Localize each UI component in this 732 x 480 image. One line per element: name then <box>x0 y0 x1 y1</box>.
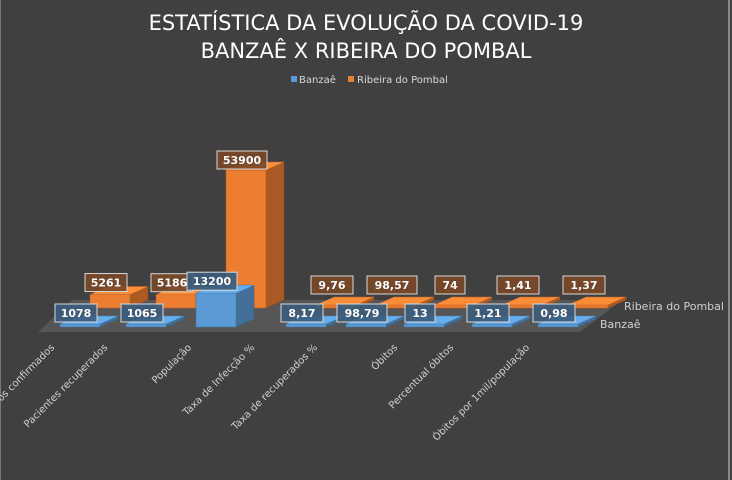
data-label-ribeira-casos-confirmados-text: 5261 <box>91 277 122 290</box>
data-label-banzae-pacientes-recuperados-box <box>120 303 164 323</box>
data-label-banzae-populacao-text: 13200 <box>193 275 232 288</box>
data-label-ribeira-obitos-por-1mil-populacao-text: 1,37 <box>570 279 597 292</box>
data-label-ribeira-taxa-de-infeccao-text: 9,76 <box>318 279 345 292</box>
data-label-banzae-casos-confirmados-box <box>54 303 98 323</box>
data-label-banzae-taxa-de-recuperados-text: 98,79 <box>345 307 380 320</box>
data-label-banzae-percentual-obitos-box <box>466 303 510 323</box>
data-label-ribeira-obitos: 74 <box>434 275 466 295</box>
data-label-ribeira-taxa-de-infeccao: 9,76 <box>310 275 354 295</box>
chart-subtitle: BANZAÊ X RIBEIRA DO POMBAL <box>201 38 532 63</box>
data-label-ribeira-percentual-obitos-box <box>496 275 540 295</box>
data-label-ribeira-percentual-obitos-text: 1,41 <box>504 279 531 292</box>
bar-banzae-percentual-obitos-front <box>471 323 513 328</box>
bar-ribeira-populacao-side <box>265 161 285 309</box>
data-label-ribeira-taxa-de-recuperados-text: 98,57 <box>375 279 410 292</box>
data-label-banzae-obitos-por-1mil-populacao: 0,98 <box>532 303 576 323</box>
data-label-ribeira-populacao-text: 53900 <box>223 154 262 167</box>
data-label-ribeira-casos-confirmados-box <box>84 273 128 293</box>
data-label-banzae-casos-confirmados: 1078 <box>54 303 98 323</box>
bar-banzae-taxa-de-infeccao-front <box>285 323 327 328</box>
bar-banzae-obitos-por-1mil-populacao-front <box>537 323 579 328</box>
bar-banzae-populacao-front <box>195 292 237 328</box>
data-label-ribeira-obitos-box <box>434 275 466 295</box>
data-label-ribeira-pacientes-recuperados: 5186 <box>150 273 194 293</box>
bar-banzae-populacao <box>195 284 255 328</box>
category-label-populacao: População <box>150 342 194 386</box>
bar-banzae-taxa-de-recuperados-front <box>345 323 387 328</box>
data-label-banzae-obitos-por-1mil-populacao-text: 0,98 <box>540 307 567 320</box>
series-ribeira-do-pombal <box>89 161 627 309</box>
data-label-ribeira-pacientes-recuperados-text: 5186 <box>157 277 188 290</box>
data-label-banzae-taxa-de-infeccao-text: 8,17 <box>288 307 315 320</box>
data-label-ribeira-casos-confirmados: 5261 <box>84 273 128 293</box>
data-label-banzae-obitos-text: 13 <box>412 307 427 320</box>
bar-ribeira-obitos-por-1mil-populacao <box>567 296 627 309</box>
data-label-banzae-populacao: 13200 <box>186 271 238 291</box>
bar-ribeira-percentual-obitos <box>501 296 561 309</box>
data-label-ribeira-taxa-de-recuperados-box <box>366 275 418 295</box>
data-label-ribeira-taxa-de-recuperados: 98,57 <box>366 275 418 295</box>
legend-swatch-banzae <box>291 76 297 82</box>
bar-ribeira-obitos-top <box>433 296 493 306</box>
category-label-taxa-de-infeccao: Taxa de Infecção % <box>180 342 257 419</box>
bar-banzae-obitos-front <box>403 323 445 328</box>
data-label-banzae-taxa-de-recuperados-box <box>336 303 388 323</box>
data-label-ribeira-percentual-obitos: 1,41 <box>496 275 540 295</box>
data-labels: 5261 5186 53900 9,76 98,57 74 1,41 1,37 1078 1065… <box>54 150 606 323</box>
data-label-banzae-populacao-box <box>186 271 238 291</box>
data-label-banzae-casos-confirmados-text: 1078 <box>61 307 92 320</box>
legend-label-banzae: Banzaê <box>299 74 336 86</box>
data-label-ribeira-obitos-por-1mil-populacao-box <box>562 275 606 295</box>
data-label-ribeira-populacao: 53900 <box>216 150 268 170</box>
chart-title: ESTATÍSTICA DA EVOLUÇÃO DA COVID-19 <box>149 9 584 35</box>
data-label-banzae-percentual-obitos: 1,21 <box>466 303 510 323</box>
data-label-banzae-percentual-obitos-text: 1,21 <box>474 307 501 320</box>
data-label-ribeira-taxa-de-infeccao-box <box>310 275 354 295</box>
bar-banzae-casos-confirmados-front <box>59 323 101 328</box>
data-label-banzae-pacientes-recuperados-text: 1065 <box>127 307 158 320</box>
data-label-banzae-obitos-box <box>404 303 436 323</box>
data-label-banzae-taxa-de-infeccao-box <box>280 303 324 323</box>
data-label-banzae-pacientes-recuperados: 1065 <box>120 303 164 323</box>
data-label-ribeira-populacao-box <box>216 150 268 170</box>
bar-ribeira-taxa-de-recuperados-top <box>375 296 435 306</box>
legend: Banzaê Ribeira do Pombal <box>291 74 448 86</box>
data-label-banzae-obitos-por-1mil-populacao-box <box>532 303 576 323</box>
legend-label-ribeira-do-pombal: Ribeira do Pombal <box>357 75 448 86</box>
depth-axis-label-banzae: Banzaê <box>600 318 641 331</box>
bar-banzae-pacientes-recuperados-front <box>125 323 167 328</box>
data-label-banzae-taxa-de-infeccao: 8,17 <box>280 303 324 323</box>
data-label-ribeira-obitos-por-1mil-populacao: 1,37 <box>562 275 606 295</box>
category-label-obitos: Óbitos <box>368 341 400 373</box>
data-label-ribeira-obitos-text: 74 <box>442 279 458 292</box>
bar-ribeira-percentual-obitos-top <box>501 296 561 306</box>
legend-swatch-ribeira-do-pombal <box>348 76 354 82</box>
data-label-banzae-obitos: 13 <box>404 303 436 323</box>
depth-axis-label-ribeira-do-pombal: Ribeira do Pombal <box>624 300 724 313</box>
data-label-banzae-taxa-de-recuperados: 98,79 <box>336 303 388 323</box>
bar-ribeira-obitos-por-1mil-populacao-top <box>567 296 627 306</box>
